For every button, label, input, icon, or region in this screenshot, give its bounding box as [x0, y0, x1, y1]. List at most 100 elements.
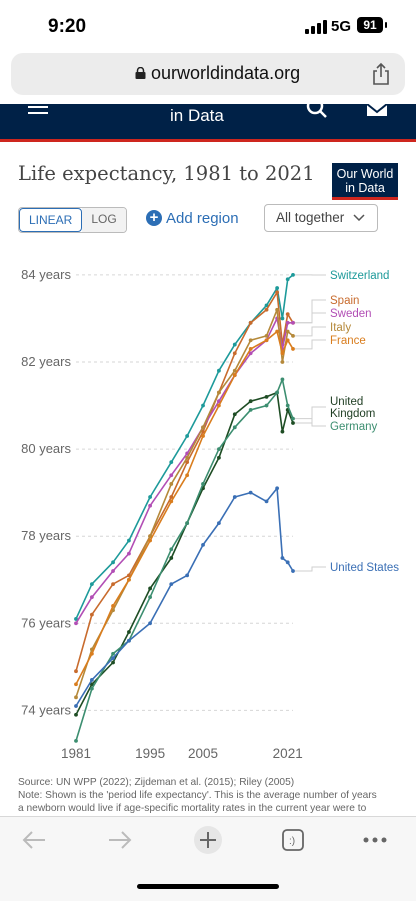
data-point [74, 621, 78, 625]
new-tab-button[interactable] [188, 825, 228, 855]
logo-text-line1: Our World [332, 167, 398, 181]
linear-scale-button[interactable]: LINEAR [19, 208, 82, 232]
arrow-right-icon [107, 830, 133, 850]
log-scale-button[interactable]: LOG [82, 208, 125, 232]
series-label: Kingdom [330, 408, 375, 420]
header-divider [0, 139, 416, 142]
data-point [217, 391, 221, 395]
data-point [217, 447, 221, 451]
share-icon[interactable] [371, 62, 391, 86]
data-point [281, 556, 285, 560]
y-tick-label: 80 years [21, 441, 71, 456]
y-tick-label: 78 years [21, 528, 71, 543]
x-tick-label: 1981 [61, 746, 91, 761]
data-point [74, 669, 78, 673]
data-point [111, 656, 115, 660]
data-point [74, 682, 78, 686]
data-point [233, 343, 237, 347]
lock-icon [135, 67, 146, 79]
tabs-icon: :) [281, 828, 305, 852]
series-line [76, 379, 293, 741]
chart-title: Life expectancy, 1981 to 2021 [18, 162, 315, 185]
data-point [201, 482, 205, 486]
data-point [185, 521, 189, 525]
data-point [291, 569, 295, 573]
data-point [169, 582, 173, 586]
data-point [265, 334, 269, 338]
data-point [74, 695, 78, 699]
status-time: 9:20 [48, 16, 86, 38]
forward-button[interactable] [100, 825, 140, 855]
label-connector [295, 300, 326, 323]
data-point [90, 652, 94, 656]
data-point [217, 456, 221, 460]
data-point [286, 338, 290, 342]
series-label: Spain [330, 295, 359, 307]
y-tick-label: 82 years [21, 354, 71, 369]
data-point [265, 395, 269, 399]
address-bar[interactable]: ourworldindata.org [11, 53, 405, 95]
note-line-2: a newborn would live if age-specific mor… [18, 802, 402, 815]
data-point [185, 573, 189, 577]
data-point [148, 495, 152, 499]
data-point [185, 473, 189, 477]
data-point [217, 521, 221, 525]
source-text: Source: UN WPP (2022); Zijdeman et al. (… [18, 776, 402, 789]
status-bar: 9:20 5G 91 [0, 0, 416, 52]
series-line [76, 488, 293, 706]
facet-dropdown[interactable]: All together [264, 204, 378, 232]
data-point [111, 560, 115, 564]
series-label: United States [330, 562, 399, 574]
more-button[interactable] [355, 825, 395, 855]
data-point [291, 417, 295, 421]
scale-toggle: LINEAR LOG [18, 207, 127, 233]
data-point [286, 321, 290, 325]
data-point [286, 312, 290, 316]
data-point [233, 351, 237, 355]
data-point [275, 391, 279, 395]
search-icon[interactable] [306, 104, 328, 118]
data-point [169, 473, 173, 477]
data-point [90, 582, 94, 586]
data-point [169, 499, 173, 503]
data-point [291, 347, 295, 351]
data-point [90, 687, 94, 691]
plus-icon: + [146, 210, 162, 226]
data-point [185, 456, 189, 460]
more-icon [362, 836, 388, 844]
menu-icon[interactable] [28, 106, 48, 116]
data-point [249, 399, 253, 403]
data-point [275, 486, 279, 490]
data-point [249, 347, 253, 351]
data-point [249, 408, 253, 412]
tabs-button[interactable]: :) [273, 825, 313, 855]
data-point [291, 273, 295, 277]
x-tick-label: 2005 [188, 746, 218, 761]
data-point [281, 430, 285, 434]
data-point [291, 421, 295, 425]
data-point [286, 277, 290, 281]
back-button[interactable] [14, 825, 54, 855]
add-region-button[interactable]: + Add region [146, 207, 239, 229]
data-point [90, 595, 94, 599]
data-point [275, 330, 279, 334]
x-tick-label: 2021 [273, 746, 303, 761]
data-point [148, 621, 152, 625]
label-connector [295, 327, 326, 336]
data-point [265, 338, 269, 342]
data-point [281, 351, 285, 355]
owid-logo[interactable]: Our World in Data [332, 163, 398, 200]
mail-icon[interactable] [367, 104, 387, 118]
y-tick-label: 84 years [21, 267, 71, 282]
data-point [217, 404, 221, 408]
series-line [76, 310, 293, 698]
url-text: ourworldindata.org [151, 63, 300, 84]
network-label: 5G [331, 18, 351, 35]
data-point [127, 539, 131, 543]
arrow-left-icon [21, 830, 47, 850]
data-point [127, 639, 131, 643]
data-point [169, 556, 173, 560]
data-point [148, 539, 152, 543]
series-label: Switzerland [330, 270, 389, 282]
battery-icon: 91 [357, 17, 383, 33]
